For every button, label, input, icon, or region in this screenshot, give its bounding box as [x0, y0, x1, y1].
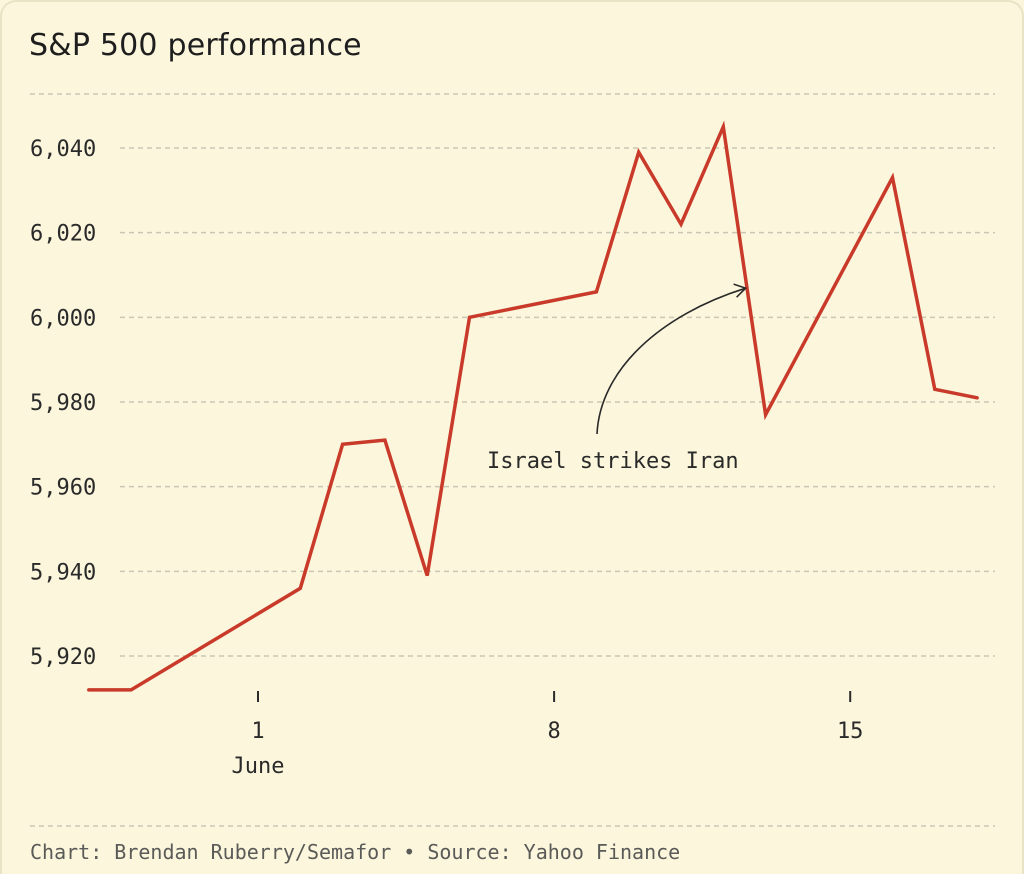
y-tick-label: 5,940	[30, 560, 96, 585]
series-line	[87, 120, 979, 692]
x-tick-label: 15	[837, 719, 864, 744]
y-tick-label: 5,920	[30, 645, 96, 670]
annotation-arrowhead	[733, 283, 748, 298]
x-tick-sublabel: June	[232, 754, 285, 779]
y-tick-label: 5,980	[30, 391, 96, 416]
annotation-arrow	[596, 287, 746, 435]
y-axis-ticks: 5,920 5,940 5,960 5,980 6,000 6,020 6,040	[30, 137, 96, 670]
grid-layer	[30, 93, 995, 827]
chart-title: S&P 500 performance	[29, 28, 362, 63]
x-axis-ticks: 1 June 8 15	[232, 691, 864, 779]
y-tick-label: 6,020	[30, 222, 96, 247]
series-layer	[87, 120, 979, 692]
y-tick-label: 6,040	[30, 137, 96, 162]
x-tick-label: 1	[251, 719, 264, 744]
annotation-layer: Israel strikes Iran	[487, 283, 748, 474]
x-tick-label: 8	[547, 719, 560, 744]
y-tick-label: 5,960	[30, 476, 96, 501]
chart-source-credit: Chart: Brendan Ruberry/Semafor • Source:…	[30, 840, 681, 864]
y-tick-label: 6,000	[30, 306, 96, 331]
annotation-label: Israel strikes Iran	[487, 449, 739, 474]
